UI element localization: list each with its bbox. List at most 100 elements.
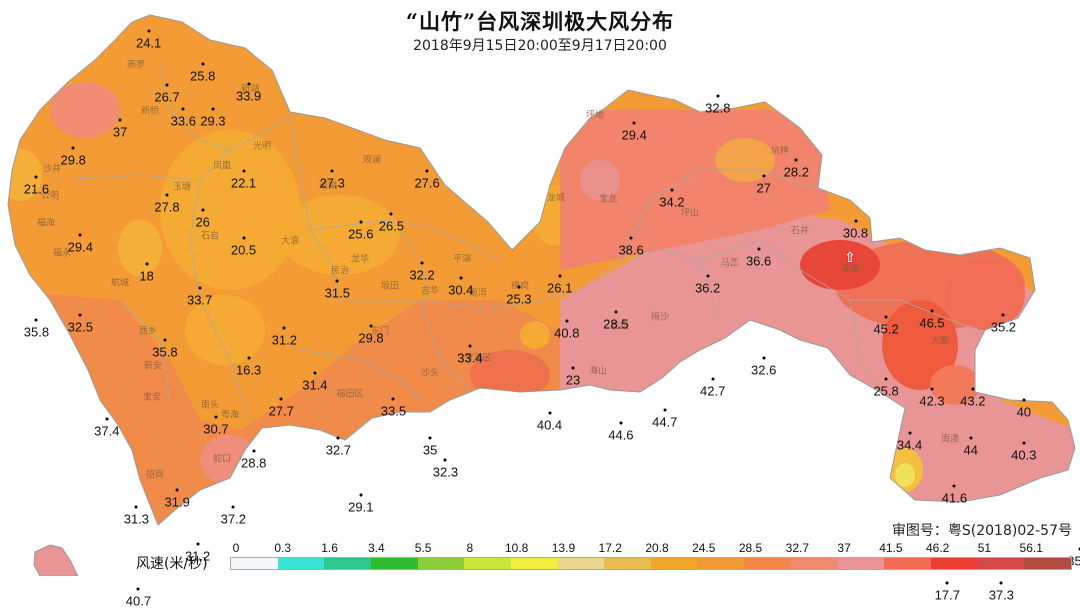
place-name: 南湾 bbox=[468, 288, 488, 299]
station-wind-value: 24.1 bbox=[135, 35, 162, 51]
place-name: 葵涌 bbox=[840, 264, 860, 275]
station-wind-value: 32.5 bbox=[67, 319, 93, 335]
station-dot bbox=[565, 319, 569, 323]
station-dot bbox=[884, 377, 888, 381]
station-wind-value: 40.4 bbox=[536, 417, 563, 433]
station-wind-value: 30.7 bbox=[203, 421, 229, 437]
station-wind-value: 37.2 bbox=[220, 511, 246, 527]
legend-swatch bbox=[884, 558, 932, 569]
station-wind-value: 18 bbox=[139, 268, 154, 284]
place-name: 公明 bbox=[40, 191, 60, 202]
legend-swatch bbox=[371, 558, 418, 569]
station-dot bbox=[614, 310, 618, 314]
place-name: 马峦 bbox=[720, 258, 740, 269]
map-approval-number: 审图号：粤S(2018)02-57号 bbox=[891, 523, 1072, 539]
station-dot bbox=[930, 309, 934, 313]
station-dot bbox=[391, 397, 395, 401]
legend-tick-label: 1.6 bbox=[321, 541, 338, 555]
station-dot bbox=[908, 431, 912, 435]
legend-tick-label: 37 bbox=[837, 541, 851, 555]
station-dot bbox=[134, 505, 138, 509]
place-name: 宝安 bbox=[142, 392, 162, 403]
station-dot bbox=[359, 220, 363, 224]
station-wind-value: 31.5 bbox=[324, 285, 350, 301]
station-dot bbox=[762, 356, 766, 360]
station-wind-value: 45.2 bbox=[873, 321, 899, 337]
wind-map bbox=[7, 14, 1076, 576]
station-wind-value: 26.1 bbox=[547, 280, 573, 296]
station-dot bbox=[952, 484, 956, 488]
station-wind-value: 31.2 bbox=[271, 332, 297, 348]
legend-swatch bbox=[791, 558, 838, 569]
station-dot bbox=[1078, 547, 1080, 551]
place-name: 福海 bbox=[36, 218, 56, 229]
station-wind-value: 33.5 bbox=[380, 403, 407, 419]
station-dot bbox=[884, 315, 888, 319]
place-name: 沙井 bbox=[42, 164, 62, 175]
legend-swatch bbox=[931, 558, 978, 569]
place-name: 观湖 bbox=[318, 181, 338, 192]
place-name: 福永 bbox=[52, 248, 72, 259]
station-wind-value: 44 bbox=[963, 442, 978, 458]
legend-tick-label: 8 bbox=[466, 541, 474, 555]
station-wind-value: 41.6 bbox=[941, 490, 968, 506]
station-dot bbox=[145, 262, 149, 266]
legend-color-bar bbox=[230, 557, 1072, 570]
station-dot bbox=[78, 313, 82, 317]
station-dot bbox=[198, 286, 202, 290]
station-wind-value: 29.4 bbox=[67, 239, 93, 255]
station-dot bbox=[201, 208, 205, 212]
station-dot bbox=[136, 587, 140, 591]
legend-tick-label: 0 bbox=[232, 541, 240, 555]
station-dot bbox=[242, 236, 245, 240]
place-name: 大鹏 bbox=[930, 336, 950, 347]
place-name: 航城 bbox=[110, 278, 130, 289]
legend-title: 风速(米/秒) bbox=[136, 556, 208, 572]
station-wind-value: 35.8 bbox=[23, 324, 50, 340]
station-wind-value: 35.8 bbox=[152, 344, 178, 360]
station-dot bbox=[629, 236, 633, 240]
station-dot bbox=[443, 458, 447, 462]
station-wind-value: 31.2 bbox=[184, 548, 211, 564]
legend-swatch bbox=[417, 558, 465, 569]
legend-tick-label: 28.5 bbox=[738, 541, 763, 555]
place-name: 盐田 bbox=[610, 321, 630, 332]
station-dot bbox=[335, 279, 339, 283]
place-name: 坂田 bbox=[380, 281, 400, 292]
station-wind-value: 26 bbox=[195, 214, 210, 230]
station-wind-value: 35 bbox=[422, 442, 438, 458]
station-wind-value: 29.4 bbox=[621, 127, 647, 143]
place-name: 民治 bbox=[330, 266, 350, 277]
station-wind-value: 25.6 bbox=[348, 226, 374, 242]
station-wind-value: 17.7 bbox=[934, 587, 960, 603]
station-dot bbox=[459, 276, 463, 280]
station-wind-value: 26.5 bbox=[378, 218, 405, 234]
station-wind-value: 29.3 bbox=[200, 113, 226, 129]
station-dot bbox=[165, 83, 169, 87]
map-subtitle: 2018年9月15日20:00至9月17日20:00 bbox=[413, 38, 667, 54]
station-dot bbox=[34, 175, 38, 179]
station-dot bbox=[632, 121, 636, 125]
station-wind-value: 16.3 bbox=[235, 362, 262, 378]
station-wind-value: 42.3 bbox=[919, 393, 945, 409]
legend-swatch bbox=[464, 558, 512, 569]
station-wind-value: 25.8 bbox=[873, 383, 899, 399]
place-name: 东门 bbox=[370, 326, 390, 337]
station-dot bbox=[969, 436, 973, 440]
station-dot bbox=[762, 174, 766, 178]
station-dot bbox=[711, 377, 715, 381]
station-wind-value: 37.4 bbox=[94, 423, 120, 439]
station-wind-value: 38.6 bbox=[618, 242, 644, 258]
station-dot bbox=[279, 397, 283, 401]
station-dot bbox=[389, 212, 393, 216]
station-dot bbox=[165, 193, 169, 197]
place-name: 石岩 bbox=[200, 231, 220, 242]
station-dot bbox=[1022, 398, 1026, 402]
station-dot bbox=[181, 107, 185, 111]
legend-tick-label: 5.5 bbox=[414, 541, 432, 555]
legend-tick-label: 51 bbox=[977, 541, 992, 555]
island bbox=[33, 544, 79, 576]
station-dot bbox=[1022, 441, 1026, 445]
place-name: 龙华 bbox=[350, 254, 370, 265]
legend-swatch bbox=[324, 558, 372, 569]
